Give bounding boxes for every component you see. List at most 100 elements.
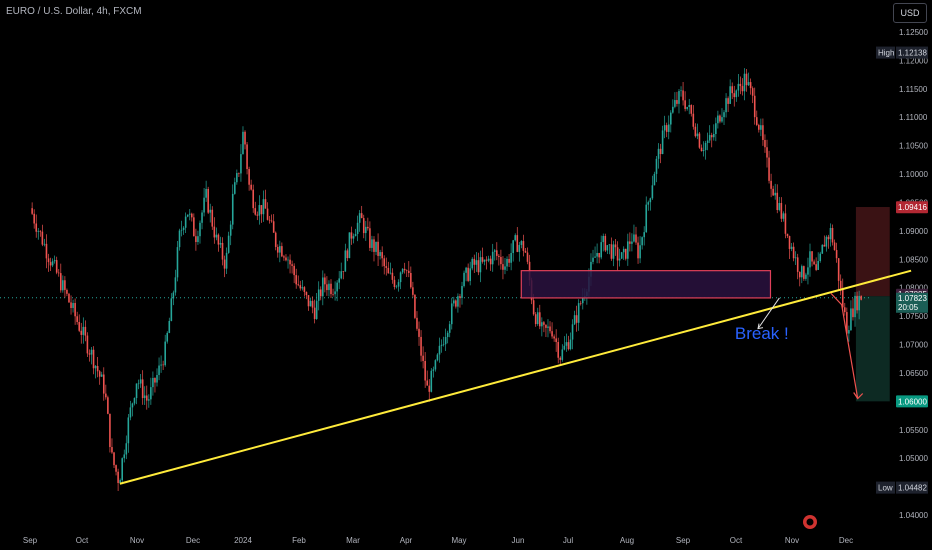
candle: [422, 346, 424, 369]
candle: [522, 234, 525, 257]
candle: [442, 336, 445, 347]
candle: [739, 76, 742, 95]
candle: [512, 239, 514, 262]
candle: [485, 256, 488, 270]
candle: [291, 260, 293, 274]
candle: [160, 355, 162, 373]
candle: [51, 258, 54, 268]
candle: [156, 368, 158, 387]
candle: [551, 322, 553, 339]
time-axis[interactable]: Sep Oct Nov Dec 2024 Feb Mar Apr May Jun Jul Aug Sep…: [23, 536, 853, 545]
candle: [647, 200, 650, 211]
candle: [493, 248, 496, 261]
candle: [489, 255, 492, 271]
chart-title: EURO / U.S. Dollar, 4h, FXCM: [6, 6, 142, 17]
candle: [43, 238, 46, 247]
break-annotation[interactable]: Break !: [735, 324, 789, 343]
candle: [745, 69, 748, 92]
candle: [35, 214, 38, 238]
annotation-arrows: [757, 292, 864, 400]
candle: [145, 385, 148, 410]
candle: [444, 328, 447, 352]
y-tick-label: 1.12000: [899, 56, 928, 65]
candle: [113, 451, 115, 468]
risk-reward-box[interactable]: [855, 207, 890, 402]
candle: [348, 232, 351, 259]
candle: [33, 209, 35, 229]
candle: [62, 275, 64, 293]
candle: [651, 175, 654, 200]
candle: [471, 257, 474, 271]
candle: [643, 226, 645, 246]
candle: [322, 270, 324, 306]
support-trendline[interactable]: [119, 269, 912, 485]
candle: [794, 251, 797, 265]
candle: [213, 217, 216, 244]
candle: [76, 311, 78, 325]
candle: [397, 279, 400, 292]
candle: [567, 335, 570, 351]
candle: [252, 184, 255, 213]
candle: [223, 255, 226, 278]
candle: [276, 244, 279, 258]
candle: [672, 99, 674, 114]
candle: [311, 296, 314, 314]
candle: [168, 317, 171, 334]
candle: [833, 239, 836, 251]
candle: [172, 290, 175, 306]
candle: [96, 357, 99, 378]
candle: [229, 220, 232, 246]
candle: [70, 295, 72, 315]
candle: [661, 125, 664, 155]
candle: [807, 257, 809, 285]
candle: [215, 227, 218, 241]
y-tick-label: 1.10000: [899, 170, 928, 179]
candle: [356, 215, 359, 242]
candle: [424, 352, 426, 388]
price-axis[interactable]: 1.12500 1.12000 1.11500 1.11000 1.10500 1.100…: [899, 28, 928, 520]
candle: [608, 244, 611, 255]
candle: [479, 250, 482, 283]
candle: [792, 242, 795, 262]
candle: [516, 227, 519, 253]
candle: [129, 400, 132, 421]
stop-level-label: 1.09416: [896, 201, 928, 214]
candle: [721, 108, 723, 123]
x-tick-label: Dec: [186, 536, 200, 545]
candle: [428, 379, 431, 402]
stop-loss-zone: [855, 207, 890, 297]
candle: [481, 247, 484, 264]
candle: [504, 258, 506, 275]
candle: [457, 293, 459, 313]
candle: [708, 125, 711, 144]
candle: [154, 377, 156, 393]
candle: [715, 117, 717, 142]
candle: [561, 344, 564, 362]
candle: [315, 292, 318, 320]
candle: [487, 255, 490, 263]
candle: [405, 269, 408, 277]
candle: [303, 286, 306, 297]
candle: [293, 263, 295, 284]
candle: [350, 226, 353, 245]
candle: [313, 299, 316, 324]
x-tick-label: Nov: [785, 536, 799, 545]
candle: [289, 254, 291, 274]
candle: [119, 478, 121, 483]
candle: [90, 347, 93, 365]
candle: [508, 253, 510, 267]
candle: [823, 235, 826, 247]
candle: [393, 276, 396, 290]
candle: [751, 86, 754, 104]
candle: [805, 272, 807, 281]
supply-demand-zone[interactable]: [520, 270, 772, 299]
candle: [469, 261, 471, 286]
x-tick-label: Aug: [620, 536, 634, 545]
candle: [328, 280, 330, 297]
currency-button[interactable]: USD: [893, 3, 927, 23]
candle: [592, 249, 594, 265]
candle: [719, 114, 721, 124]
candle: [502, 256, 504, 280]
candle: [307, 295, 310, 311]
